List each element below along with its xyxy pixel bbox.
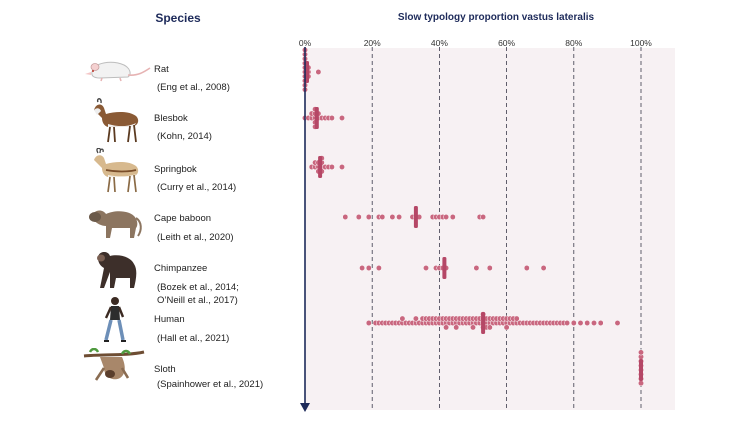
point-cape-baboon-1 (355, 214, 362, 220)
mean-bar-human (481, 312, 486, 334)
species-label-chimpanzee: Chimpanzee (154, 263, 208, 274)
citation-rat: (Eng et al., 2008) (157, 82, 230, 93)
series-springbok (308, 155, 345, 178)
point-human-51 (470, 324, 476, 331)
point-springbok-13 (339, 164, 345, 170)
springbok-icon (94, 148, 139, 193)
point-cape-baboon-17 (480, 214, 487, 220)
citation-human: (Hall et al., 2021) (157, 333, 230, 344)
mean-bar-chimpanzee (442, 257, 447, 279)
x-tick-label-0: 0% (299, 38, 312, 48)
x-tick-label-80: 80% (565, 38, 582, 48)
species-label-sloth: Sloth (154, 364, 176, 375)
point-rat-13 (315, 69, 322, 75)
series-cape-baboon (342, 206, 487, 228)
species-column-title: Species (155, 11, 201, 25)
point-human-97 (564, 320, 571, 326)
point-human-103 (614, 320, 621, 326)
blesbok-icon (94, 98, 139, 143)
point-cape-baboon-2 (365, 214, 372, 220)
chart-title: Slow typology proportion vastus laterali… (397, 12, 595, 23)
point-cape-baboon-4 (379, 214, 386, 220)
series-sloth (638, 349, 644, 387)
point-human-98 (570, 320, 577, 326)
x-tick-label-20: 20% (364, 38, 381, 48)
plot-background (305, 48, 675, 410)
point-cape-baboon-14 (443, 214, 450, 220)
citation-sloth: (Spainhower et al., 2021) (157, 379, 264, 390)
mean-bar-springbok (318, 156, 323, 178)
point-cape-baboon-0 (342, 214, 349, 220)
citation-blesbok: (Kohn, 2014) (157, 131, 212, 142)
human-icon (104, 297, 126, 342)
mean-bar-blesbok (314, 107, 319, 129)
point-chimpanzee-11 (540, 265, 547, 271)
point-human-40 (453, 324, 460, 331)
mean-bar-rat (305, 61, 309, 83)
point-human-15 (412, 315, 419, 322)
point-human-76 (503, 324, 510, 331)
point-chimpanzee-10 (523, 265, 530, 271)
point-human-82 (513, 315, 520, 322)
point-sloth-7 (638, 349, 644, 356)
point-human-99 (577, 320, 584, 326)
citation-springbok: (Curry et al., 2014) (157, 182, 237, 193)
species-label-human: Human (154, 314, 185, 325)
point-human-33 (443, 324, 450, 331)
mean-bar-cape-baboon (413, 206, 418, 228)
y-axis-arrow (300, 403, 310, 412)
point-sloth-6 (638, 380, 644, 387)
point-human-100 (584, 320, 591, 326)
x-tick-label-40: 40% (431, 38, 448, 48)
species-label-cape-baboon: Cape baboon (154, 213, 212, 224)
point-chimpanzee-3 (423, 265, 429, 271)
rat-icon (85, 61, 151, 82)
x-tick-label-60: 60% (498, 38, 515, 48)
series-chimpanzee (359, 257, 547, 279)
species-label-blesbok: Blesbok (154, 113, 188, 124)
sloth-icon (83, 348, 145, 381)
chimpanzee-icon (97, 252, 137, 288)
mean-bar-sloth (639, 359, 643, 381)
point-cape-baboon-5 (389, 214, 396, 220)
point-human-10 (399, 315, 406, 322)
point-human-0 (365, 320, 372, 326)
baboon-icon (89, 210, 142, 238)
citation-cape-baboon: (Leith et al., 2020) (157, 232, 234, 243)
species-label-springbok: Springbok (154, 164, 197, 175)
point-chimpanzee-8 (473, 265, 480, 271)
point-springbok-12 (328, 164, 335, 170)
point-human-102 (597, 320, 604, 326)
point-chimpanzee-9 (486, 265, 493, 271)
point-human-65 (486, 324, 493, 331)
point-human-101 (591, 320, 597, 326)
series-blesbok (302, 106, 345, 130)
point-blesbok-14 (328, 115, 335, 121)
species-label-rat: Rat (154, 64, 169, 75)
point-blesbok-15 (339, 115, 345, 121)
point-chimpanzee-0 (359, 265, 366, 271)
point-cape-baboon-15 (449, 214, 456, 220)
point-chimpanzee-2 (375, 265, 382, 271)
point-cape-baboon-6 (396, 214, 403, 220)
x-tick-label-100: 100% (630, 38, 652, 48)
point-chimpanzee-1 (365, 265, 372, 271)
series-human (365, 311, 621, 334)
citation-chimpanzee: (Bozek et al., 2014; O’Neill et al., 201… (157, 282, 239, 306)
